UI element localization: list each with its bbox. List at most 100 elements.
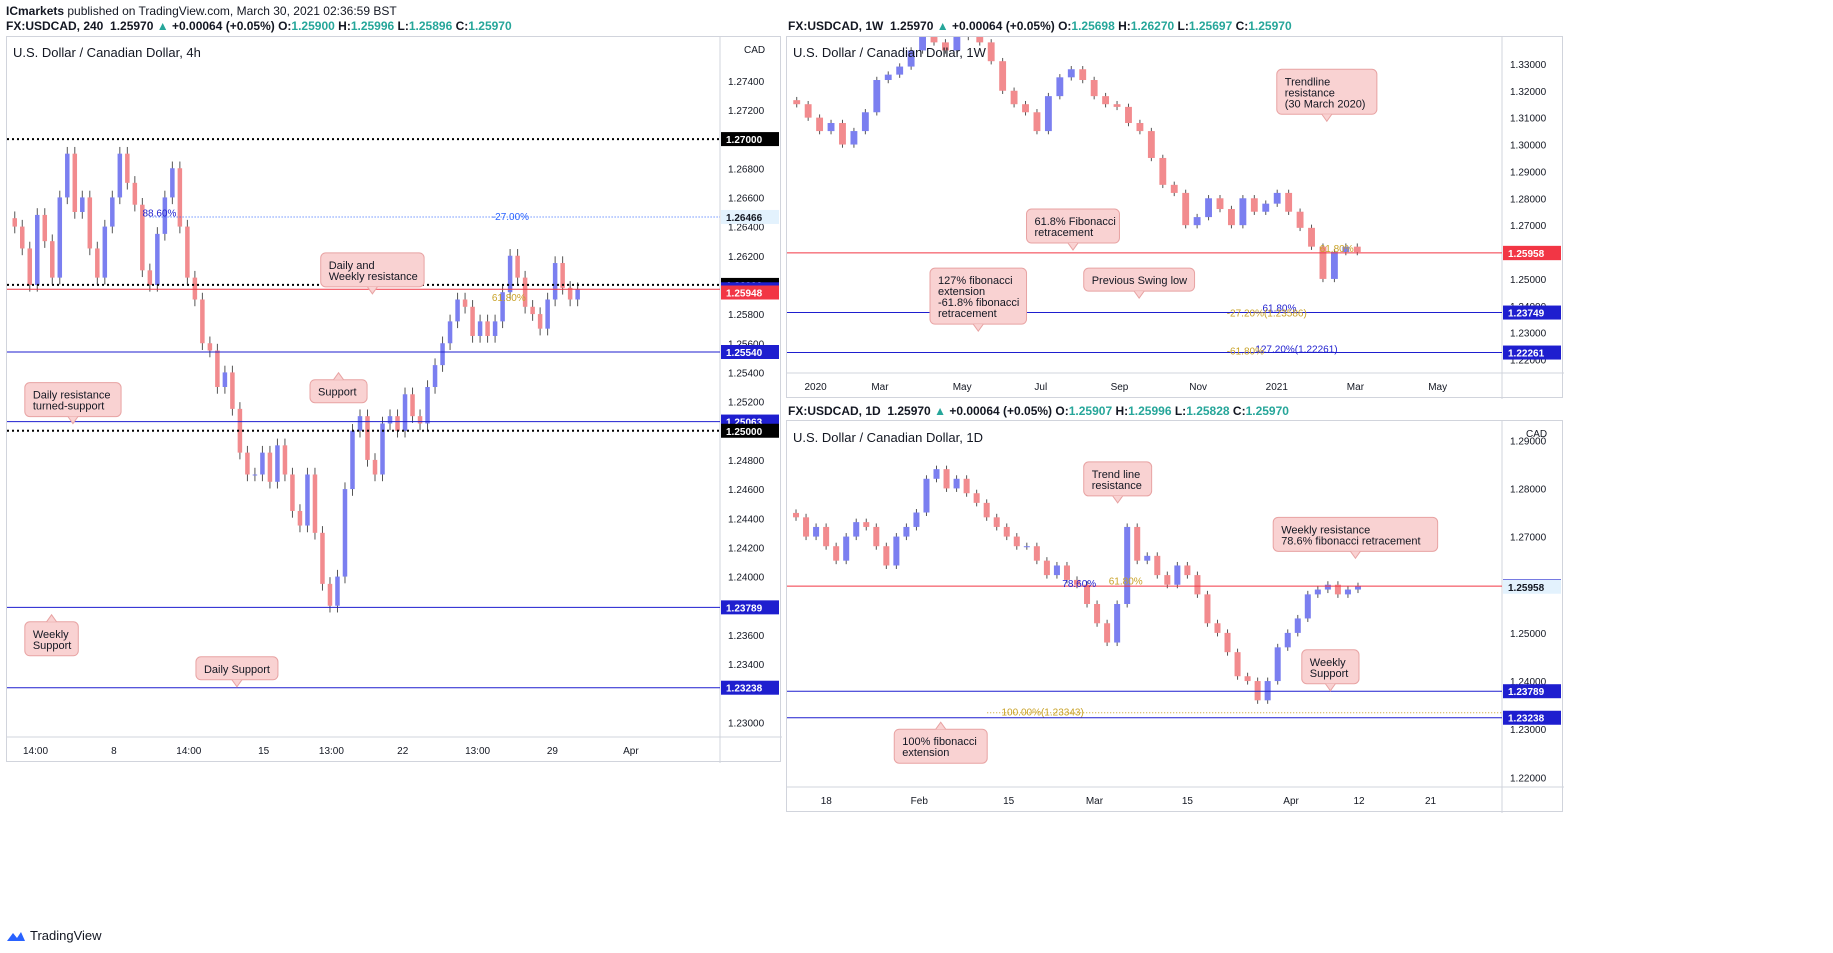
publisher-name: ICmarkets [6, 4, 65, 18]
candle-body [1067, 69, 1075, 78]
x-tick-label: 15 [258, 746, 270, 757]
candle-body [35, 214, 40, 285]
candle-body [1154, 555, 1161, 576]
price-tag [721, 600, 779, 615]
candle-body [102, 226, 108, 278]
callout-pointer [1112, 495, 1124, 504]
chart-panel-1d[interactable]: CAD1.290001.280001.270001.260001.250001.… [786, 420, 1564, 813]
candle-body [372, 459, 378, 475]
y-tick-label: 1.26600 [728, 193, 765, 204]
candle-body [953, 34, 961, 51]
chart-panel-4h[interactable]: CAD 1.27400 1.27200 1.26800 1.26600 1.26400 1.… [6, 36, 782, 763]
candle-body [1136, 123, 1144, 132]
symbol-line-1d: FX:USDCAD, 1D 1.25970 ▲ +0.00064 (+0.05%… [788, 404, 1289, 418]
fib-label: 61.80% [492, 293, 526, 304]
candle-body [125, 153, 130, 183]
candle-body [1205, 198, 1212, 218]
candle-body [883, 546, 890, 566]
callout-pointer [1133, 290, 1145, 300]
x-tick-label: Feb [911, 796, 929, 807]
candle-body [1022, 104, 1029, 113]
candle-body [1182, 192, 1190, 226]
candle-body [462, 299, 468, 307]
candle-body [447, 321, 453, 344]
callout-text: resistance [1092, 480, 1142, 492]
candle-body [50, 241, 55, 278]
x-tick-label: 22 [397, 746, 409, 757]
candle-body [903, 526, 910, 537]
candle-body [1053, 565, 1060, 576]
price-tag-label: 1.23238 [1508, 714, 1545, 725]
candle-body [873, 80, 881, 113]
candle-body [1284, 632, 1291, 648]
candle-body [72, 153, 78, 212]
candle-body [1308, 227, 1315, 247]
price-tag [721, 132, 779, 147]
candle-body [380, 423, 385, 475]
callout-text: extension [902, 747, 949, 759]
price-tag [1503, 710, 1561, 725]
candle-body [1094, 604, 1101, 624]
candle-body [873, 526, 880, 547]
candle-body [863, 522, 870, 527]
chart-canvas-1d[interactable]: CAD1.290001.280001.270001.260001.250001.… [787, 421, 1564, 813]
chart-canvas-1w[interactable]: 1.33000 1.32000 1.31000 1.30000 1.29000 1.280… [787, 31, 1564, 399]
callout-text: 78.6% fibonacci retracement [1281, 535, 1420, 547]
candle-body [222, 372, 228, 387]
y-tick-label: 1.26400 [728, 223, 765, 234]
callout-text: Support [1310, 668, 1349, 680]
price-tag-label: 1.26466 [726, 213, 763, 224]
callout-text: Trendline [1285, 76, 1330, 88]
candle-body [207, 343, 213, 351]
candle-body [1228, 209, 1235, 226]
callout-pointer [367, 286, 378, 295]
price-tag [721, 680, 779, 695]
candle-body [1324, 584, 1331, 590]
price-tag-label: 1.25063 [726, 418, 763, 429]
price-tag [721, 423, 779, 438]
fib-label: 61.80% [1109, 577, 1143, 588]
tradingview-footer[interactable]: TradingView [6, 928, 102, 943]
candle-body [1344, 589, 1351, 595]
candle-body [1079, 69, 1087, 81]
x-tick-label: Apr [623, 746, 639, 757]
fib-label: -61.80% [1227, 347, 1264, 358]
y-tick-label: 1.25000 [1510, 629, 1547, 640]
callout-text: extension [938, 286, 985, 298]
candle-body [320, 532, 325, 584]
y-tick-label: 1.24800 [728, 456, 765, 467]
chart-canvas-4h[interactable]: CAD1.274001.272001.268001.266001.264001.… [7, 37, 782, 763]
y-tick-label: 1.28000 [1510, 194, 1547, 205]
candle-body [853, 522, 860, 537]
candle-body [1033, 112, 1041, 132]
callout-pointer [46, 613, 57, 623]
price-tag-label: 1.23789 [1508, 687, 1545, 698]
candle-body [65, 153, 70, 198]
candle-body [1170, 184, 1178, 193]
candle-body [147, 270, 153, 285]
candle-body [973, 493, 980, 503]
y-tick-label: 1.29000 [1510, 436, 1547, 447]
price-tag-label: 1.22261 [1508, 349, 1545, 360]
chart-panel-1w[interactable]: 1.33000 1.32000 1.31000 1.30000 1.29000 1.280… [786, 31, 1564, 399]
y-tick-label: 1.24000 [728, 573, 765, 584]
candle-body [1239, 198, 1247, 226]
x-tick-label: 8 [111, 746, 117, 757]
callout-text: Weekly resistance [329, 271, 418, 283]
candle-body [237, 408, 243, 453]
footer-brand: TradingView [30, 928, 102, 943]
candle-body [170, 168, 175, 198]
candle-body [507, 255, 513, 293]
candle-body [1244, 676, 1251, 682]
x-tick-label: Sep [1111, 382, 1129, 393]
candle-body [1273, 192, 1281, 204]
candle-body [110, 197, 115, 227]
candle-body [1003, 526, 1010, 537]
candle-body [117, 153, 123, 198]
symbol-line-4h: FX:USDCAD, 240 1.25970 ▲ +0.00064 (+0.05… [6, 19, 512, 33]
candle-body [560, 263, 565, 288]
candle-body [1204, 594, 1211, 624]
candle-body [1274, 647, 1281, 682]
level-text: 100.00%(1.23343) [1002, 708, 1084, 719]
